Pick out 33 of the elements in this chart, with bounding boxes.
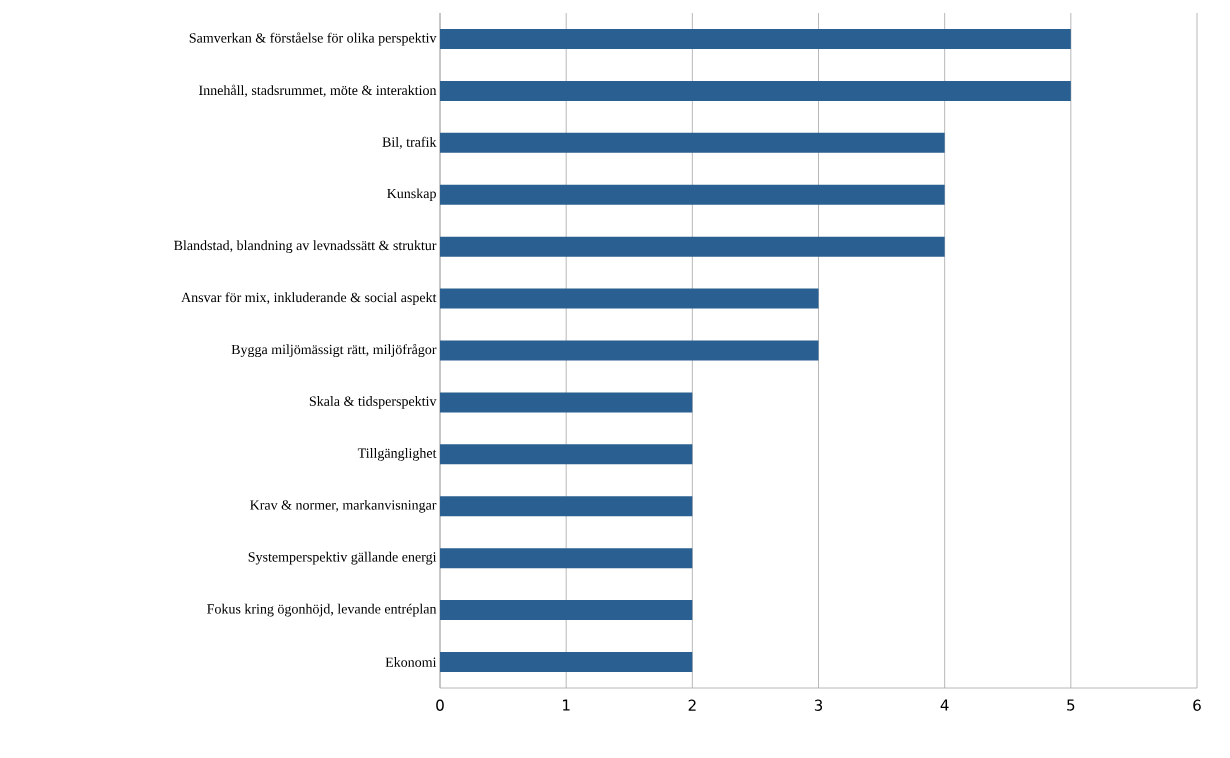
x-tick-label: 0 [436,699,444,711]
bar [440,28,1071,49]
bar [440,236,945,257]
bar [440,600,693,621]
y-tick-label: Samverkan & förståelse för olika perspektiv [189,32,437,46]
bar [440,496,693,517]
x-tick-label: 3 [814,699,823,711]
y-tick-label: Bil, trafik [382,136,437,149]
x-tick-label: 1 [563,699,570,711]
bar [440,444,693,465]
y-tick-label: Kunskap [387,188,436,202]
y-tick-label: Systemperspektiv gällande energi [248,551,437,565]
x-tick-label: 4 [940,699,949,711]
bar [440,392,693,413]
y-tick-label: Fokus kring ögonhöjd, levande entréplan [207,603,437,617]
y-tick-label: Skala & tidsperspektiv [309,396,437,409]
x-tick-label: 5 [1067,699,1075,711]
y-tick-label: Blandstad, blandning av levnadssätt & struktur [174,240,437,254]
bar [440,184,945,205]
bar [440,548,693,569]
bar [440,132,945,153]
y-tick-label: Ekonomi [385,657,437,667]
bar [440,288,819,309]
y-tick-label: Tillgänglighet [357,447,437,461]
y-tick-label: Ansvar för mix, inkluderande & social aspekt [181,292,437,305]
bar [440,652,693,673]
bar [440,340,819,361]
bar [440,80,1071,101]
y-tick-label: Innehåll, stadsrummet, möte & interaktion [199,84,437,98]
x-tick-label: 6 [1193,699,1201,711]
y-tick-label: Krav & normer, markanvisningar [250,499,437,513]
y-tick-label: Bygga miljömässigt rätt, miljöfrågor [231,343,437,358]
x-tick-label: 2 [688,699,696,711]
